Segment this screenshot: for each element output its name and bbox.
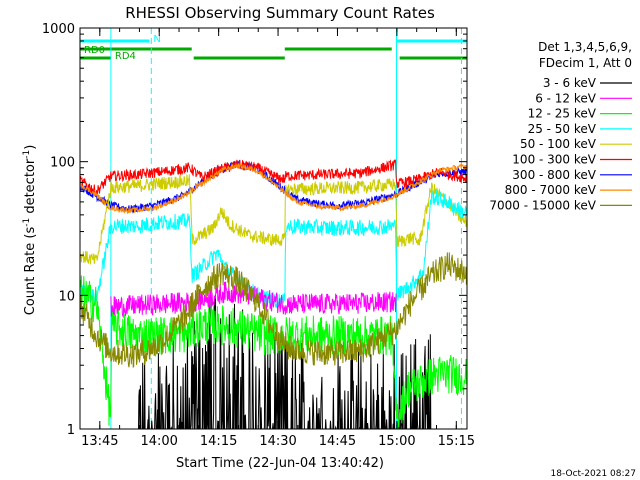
series-line-7000-15000-kev — [79, 252, 468, 368]
legend-entry-label: 6 - 12 keV — [535, 91, 597, 105]
legend-entry-label: 50 - 100 keV — [520, 137, 597, 151]
x-axis-label: Start Time (22-Jun-04 13:40:42) — [176, 456, 384, 471]
y-tick-label: 1000 — [42, 22, 75, 37]
series-line-25-50-kev — [79, 189, 468, 309]
plot-timestamp: 18-Oct-2021 08:27 — [551, 469, 636, 479]
x-tick-label: 14:00 — [140, 434, 177, 449]
flag-label: RD0 — [84, 45, 105, 56]
plot-frame — [79, 27, 468, 430]
legend-entry-label: 25 - 50 keV — [528, 122, 597, 136]
x-tick-label: 14:30 — [259, 434, 296, 449]
series-line-100-300-kev — [79, 158, 468, 197]
legend-entry-label: 300 - 800 keV — [512, 168, 596, 182]
flag-label: RD4 — [115, 51, 136, 62]
x-tick-label: 14:45 — [319, 434, 356, 449]
x-tick-label: 15:15 — [438, 434, 475, 449]
y-axis-label: Count Rate (s-1 detector-1) — [22, 145, 38, 316]
series-lines — [79, 158, 468, 430]
legend-entry-label: 3 - 6 keV — [543, 76, 597, 90]
y-tick-label: 1 — [67, 423, 75, 438]
flag-label: N — [153, 34, 160, 45]
x-tick-label: 14:15 — [200, 434, 237, 449]
legend-entry-label: 100 - 300 keV — [512, 153, 596, 167]
chart-title: RHESSI Observing Summary Count Rates — [125, 4, 435, 22]
legend-entry-label: 7000 - 15000 keV — [489, 198, 596, 212]
axis-ticks: 13:45 14:00 14:15 14:30 14:45 15:00 15:15 1 10 10… — [42, 22, 475, 449]
series-line-800-7000-kev — [79, 162, 468, 215]
series-line-50-100-kev — [79, 174, 468, 265]
y-tick-label: 100 — [50, 156, 75, 171]
legend-entry-label: 12 - 25 keV — [528, 107, 597, 121]
x-tick-label: 13:45 — [81, 434, 118, 449]
y-tick-label: 10 — [58, 289, 75, 304]
legend-header-line-1: Det 1,3,4,5,6,9, — [538, 40, 632, 54]
x-tick-label: 15:00 — [378, 434, 415, 449]
observing-flags: N RD0 RD4 — [80, 34, 467, 62]
legend-entry-label: 800 - 7000 keV — [505, 183, 597, 197]
legend: Det 1,3,4,5,6,9, FDecim 1, Att 0 3 - 6 k… — [489, 40, 632, 212]
legend-header-line-2: FDecim 1, Att 0 — [539, 56, 632, 70]
